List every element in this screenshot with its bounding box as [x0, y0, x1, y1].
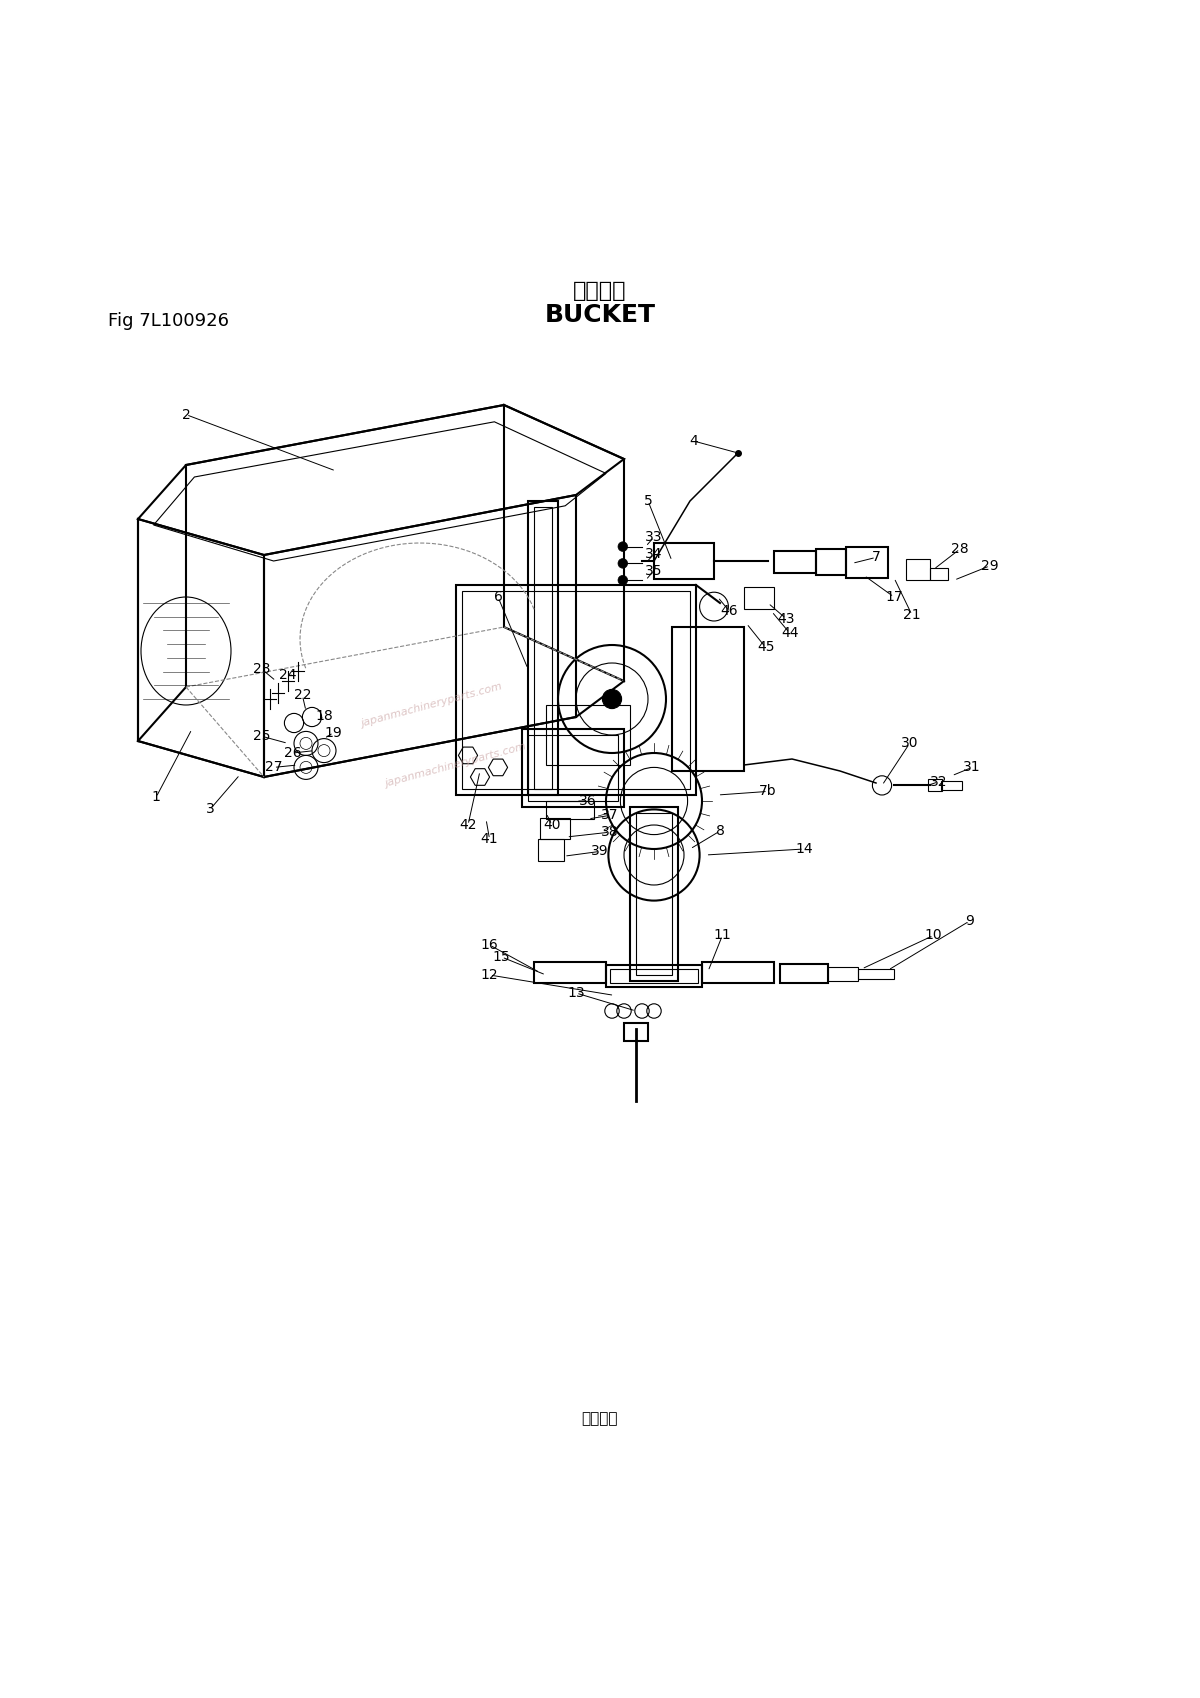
Text: 22: 22: [294, 688, 311, 703]
Text: 1: 1: [151, 790, 161, 805]
Bar: [522, 728, 624, 807]
Text: 21: 21: [904, 608, 920, 621]
Bar: [930, 569, 948, 581]
Bar: [546, 801, 594, 818]
Bar: [816, 548, 846, 576]
Bar: [636, 813, 672, 975]
Text: バケット: バケット: [574, 280, 626, 301]
Bar: [846, 547, 888, 577]
Text: 33: 33: [646, 530, 662, 543]
Text: 9: 9: [965, 914, 974, 929]
Text: 27: 27: [265, 761, 282, 774]
Bar: [456, 586, 696, 795]
Text: BUCKET: BUCKET: [545, 302, 655, 328]
Bar: [540, 818, 570, 839]
Bar: [780, 964, 828, 983]
Text: 11: 11: [714, 929, 731, 942]
Text: －５５－: －５５－: [582, 1411, 618, 1426]
Text: 34: 34: [646, 547, 662, 560]
Text: 19: 19: [325, 725, 342, 740]
Text: 36: 36: [580, 795, 596, 808]
Text: 13: 13: [568, 987, 584, 1000]
Bar: [654, 543, 714, 579]
Text: 41: 41: [481, 832, 498, 846]
Text: japanmachineryparts.com: japanmachineryparts.com: [360, 681, 504, 728]
Bar: [672, 627, 744, 771]
Bar: [534, 961, 606, 983]
Text: 31: 31: [964, 761, 980, 774]
Text: 23: 23: [253, 662, 270, 676]
Text: 37: 37: [601, 808, 618, 822]
Text: 32: 32: [930, 774, 947, 790]
Text: 30: 30: [901, 737, 918, 751]
Text: 17: 17: [886, 589, 902, 604]
Text: 26: 26: [284, 745, 301, 761]
Text: 14: 14: [796, 842, 812, 856]
Bar: [534, 508, 552, 790]
Text: 18: 18: [316, 708, 332, 723]
Text: 39: 39: [592, 844, 608, 859]
Bar: [906, 559, 930, 581]
Text: 7b: 7b: [760, 784, 776, 798]
Text: 16: 16: [481, 937, 498, 953]
Text: 35: 35: [646, 564, 662, 577]
Text: 8: 8: [715, 824, 725, 839]
Bar: [702, 961, 774, 983]
Text: 45: 45: [757, 640, 774, 654]
Text: 7: 7: [871, 550, 881, 564]
Circle shape: [618, 542, 628, 552]
Bar: [630, 807, 678, 981]
Bar: [538, 839, 564, 861]
Text: 25: 25: [253, 728, 270, 744]
Text: 5: 5: [643, 494, 653, 508]
Text: 44: 44: [781, 627, 798, 640]
Circle shape: [618, 576, 628, 586]
Bar: [462, 591, 690, 790]
Text: 46: 46: [721, 604, 738, 618]
Bar: [858, 970, 894, 978]
Text: japanmachineryparts.com: japanmachineryparts.com: [384, 742, 528, 790]
Text: 4: 4: [689, 435, 698, 448]
Circle shape: [618, 559, 628, 569]
Bar: [928, 779, 942, 791]
Text: 15: 15: [493, 949, 510, 964]
Text: 10: 10: [925, 929, 942, 942]
Text: 3: 3: [205, 803, 215, 817]
Bar: [774, 552, 816, 572]
Bar: [528, 501, 558, 795]
Bar: [528, 735, 618, 801]
Text: 28: 28: [952, 542, 968, 555]
Bar: [606, 966, 702, 987]
Text: 40: 40: [544, 818, 560, 832]
Bar: [610, 970, 698, 983]
Text: 29: 29: [982, 559, 998, 572]
Bar: [744, 588, 774, 610]
Text: Fig 7L100926: Fig 7L100926: [108, 312, 229, 329]
Text: 6: 6: [493, 589, 503, 604]
Bar: [828, 966, 858, 981]
Bar: [941, 781, 962, 790]
Text: 12: 12: [481, 968, 498, 981]
Text: 38: 38: [601, 825, 618, 839]
Text: 2: 2: [181, 408, 191, 421]
Bar: [546, 705, 630, 766]
Text: 42: 42: [460, 818, 476, 832]
Text: 43: 43: [778, 611, 794, 625]
Bar: [624, 1022, 648, 1041]
Text: 24: 24: [280, 667, 296, 683]
Circle shape: [602, 689, 622, 708]
